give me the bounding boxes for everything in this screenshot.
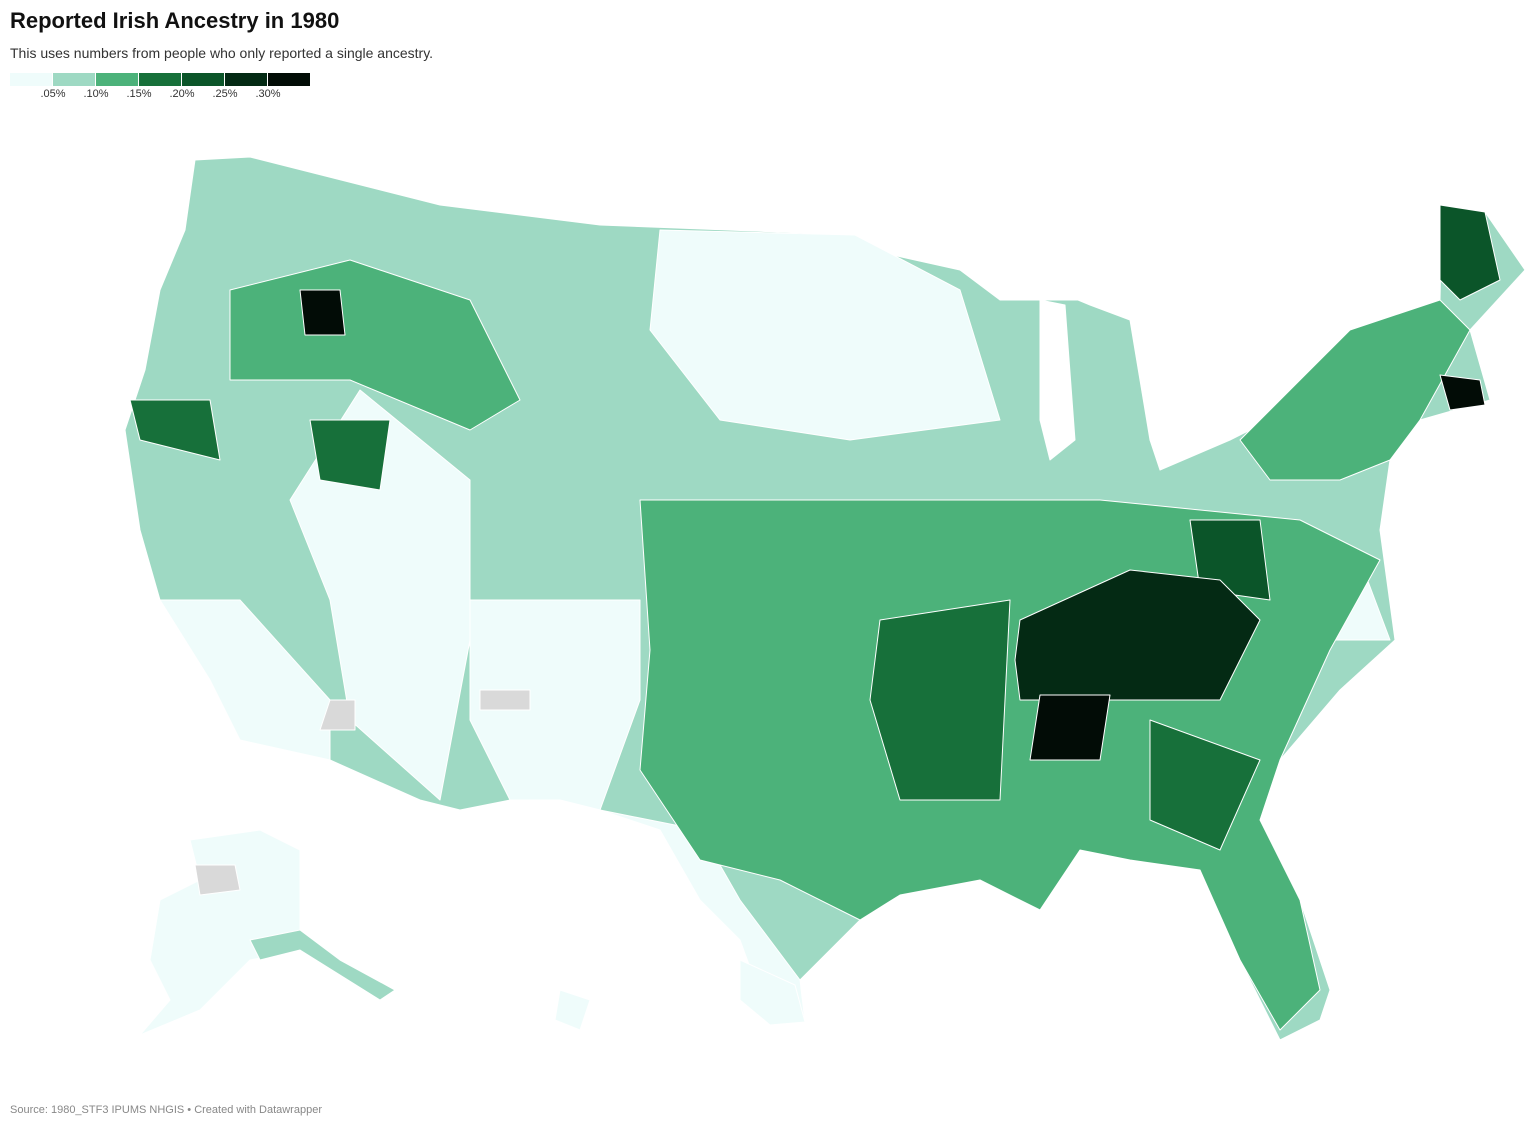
- legend-tick: .30%: [255, 88, 281, 100]
- legend-ticks: .05% .10% .15% .20% .25% .30%: [10, 88, 330, 102]
- legend-swatch-2: [96, 73, 138, 86]
- region-idaho-spot: [299, 289, 346, 336]
- region-socal: [159, 599, 331, 761]
- region-alaska-southeast: [249, 929, 396, 1001]
- region-great-basin: [289, 389, 471, 801]
- region-alaska-nodata: [194, 864, 241, 896]
- lake-erie: [1149, 439, 1231, 471]
- legend-tick: .10%: [83, 88, 109, 100]
- lake-superior: [959, 269, 1091, 301]
- region-oregon-spots: [129, 399, 221, 461]
- legend-swatch-6: [268, 73, 310, 86]
- region-northern-plains: [649, 229, 1001, 441]
- region-hawaii: [739, 959, 806, 1026]
- legend-tick: .20%: [169, 88, 195, 100]
- region-colorado-spots: [309, 419, 391, 491]
- region-alaska: [139, 829, 396, 1036]
- region-no-data-nm: [479, 689, 531, 711]
- region-no-data-az: [319, 699, 356, 731]
- color-legend: [10, 73, 311, 86]
- region-maine: [1439, 204, 1501, 301]
- region-massachusetts: [1439, 374, 1486, 411]
- region-kentucky-tennessee: [1014, 569, 1261, 701]
- chart-title: Reported Irish Ancestry in 1980: [10, 8, 340, 33]
- lake-michigan: [1039, 299, 1076, 461]
- legend-swatch-0: [10, 73, 52, 86]
- source-note: Source: 1980_STF3 IPUMS NHGIS • Created …: [10, 1104, 322, 1116]
- region-hawaii-islands: [554, 989, 591, 1031]
- region-south-tennessee: [1029, 694, 1111, 761]
- chart-subtitle: This uses numbers from people who only r…: [10, 45, 434, 61]
- legend-tick: .25%: [212, 88, 238, 100]
- legend-swatch-1: [53, 73, 95, 86]
- region-ozarks: [869, 599, 1011, 801]
- legend-tick: .05%: [40, 88, 66, 100]
- legend-swatch-4: [182, 73, 224, 86]
- region-northeast: [1239, 299, 1471, 481]
- region-georgia: [1149, 719, 1261, 851]
- region-southwest: [469, 599, 641, 811]
- legend-swatch-5: [225, 73, 267, 86]
- legend-swatch-3: [139, 73, 181, 86]
- legend-tick: .15%: [126, 88, 152, 100]
